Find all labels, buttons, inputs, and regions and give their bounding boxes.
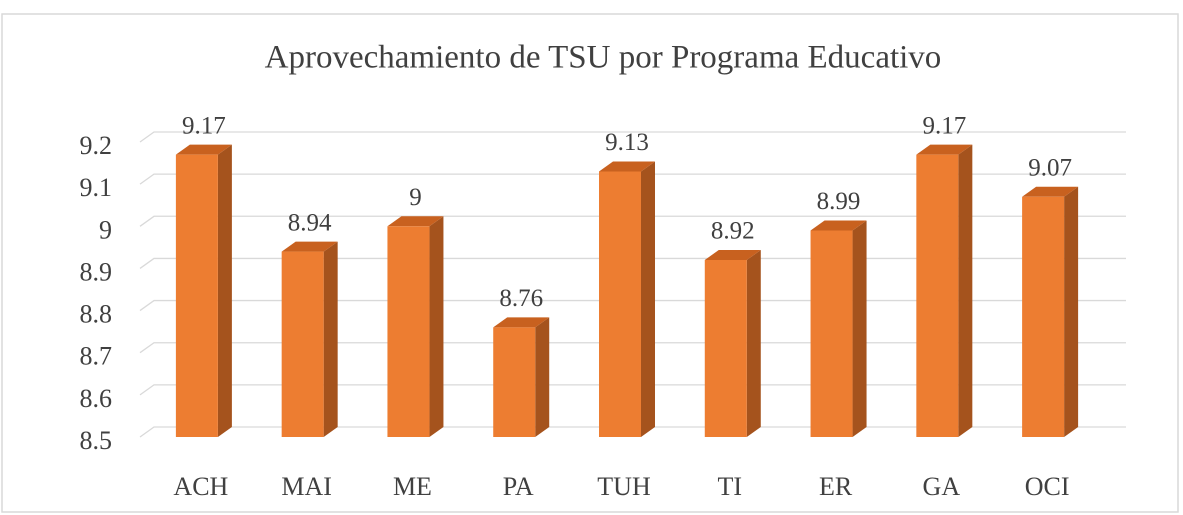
grid-line: [139, 384, 1126, 396]
bar-side: [535, 317, 550, 437]
value-label: 9: [409, 184, 422, 211]
x-tick-label: OCI: [1025, 472, 1070, 501]
grid-line: [139, 173, 1126, 185]
x-tick-label: ER: [819, 472, 853, 501]
x-tick-label: ACH: [173, 472, 228, 501]
value-label: 8.99: [817, 188, 861, 215]
value-label: 9.17: [182, 112, 226, 139]
y-tick-label: 9.1: [80, 173, 113, 202]
value-label: 9.07: [1028, 155, 1072, 182]
x-tick-label: ME: [393, 472, 432, 501]
bar-top: [387, 216, 444, 227]
y-tick-label: 9: [99, 215, 112, 244]
bar-side: [958, 144, 973, 437]
value-label: 9.13: [605, 129, 649, 156]
bar: [599, 171, 641, 437]
bar-top: [281, 241, 338, 252]
grid-line: [139, 131, 1126, 143]
bar: [387, 226, 430, 437]
bar-side: [323, 241, 338, 437]
bar-side: [217, 144, 232, 437]
bar-top: [493, 317, 550, 328]
x-tick-label: MAI: [281, 472, 332, 501]
bar-side: [1064, 186, 1079, 437]
y-tick-label: 8.8: [80, 300, 113, 329]
bar: [916, 154, 959, 437]
grid-line: [139, 342, 1126, 354]
chart-title: Aprovechamiento de TSU por Programa Educ…: [265, 40, 942, 76]
bar: [281, 251, 324, 437]
bar: [493, 327, 536, 437]
bar-side: [429, 216, 444, 437]
grid-line: [139, 426, 1126, 438]
y-tick-label: 8.6: [80, 384, 113, 413]
value-label: 8.94: [288, 209, 332, 236]
bar: [1022, 196, 1065, 437]
bar-side: [641, 161, 655, 437]
value-label: 9.17: [922, 112, 966, 139]
y-tick-label: 8.7: [80, 342, 113, 371]
x-tick-label: PA: [503, 472, 534, 501]
bar-top: [175, 144, 232, 155]
grid-line: [139, 299, 1126, 312]
bar-top: [916, 144, 973, 155]
bar-top: [599, 161, 655, 172]
bar-side: [852, 220, 867, 437]
value-label: 8.92: [711, 218, 755, 245]
bar: [175, 154, 218, 437]
y-tick-label: 8.5: [80, 426, 113, 455]
grid-line: [139, 257, 1126, 269]
value-label: 8.76: [499, 285, 543, 312]
bar-side: [746, 250, 761, 437]
bar-top: [1022, 186, 1079, 197]
bar-top: [704, 250, 761, 260]
x-tick-label: TI: [718, 472, 743, 501]
x-tick-label: TUH: [597, 472, 651, 501]
y-tick-label: 9.2: [80, 131, 113, 160]
bar-top: [810, 220, 867, 231]
y-tick-label: 8.9: [80, 257, 113, 286]
x-tick-label: GA: [923, 472, 961, 501]
bar: [704, 260, 747, 437]
grid-line: [139, 215, 1126, 227]
bar: [810, 230, 853, 437]
